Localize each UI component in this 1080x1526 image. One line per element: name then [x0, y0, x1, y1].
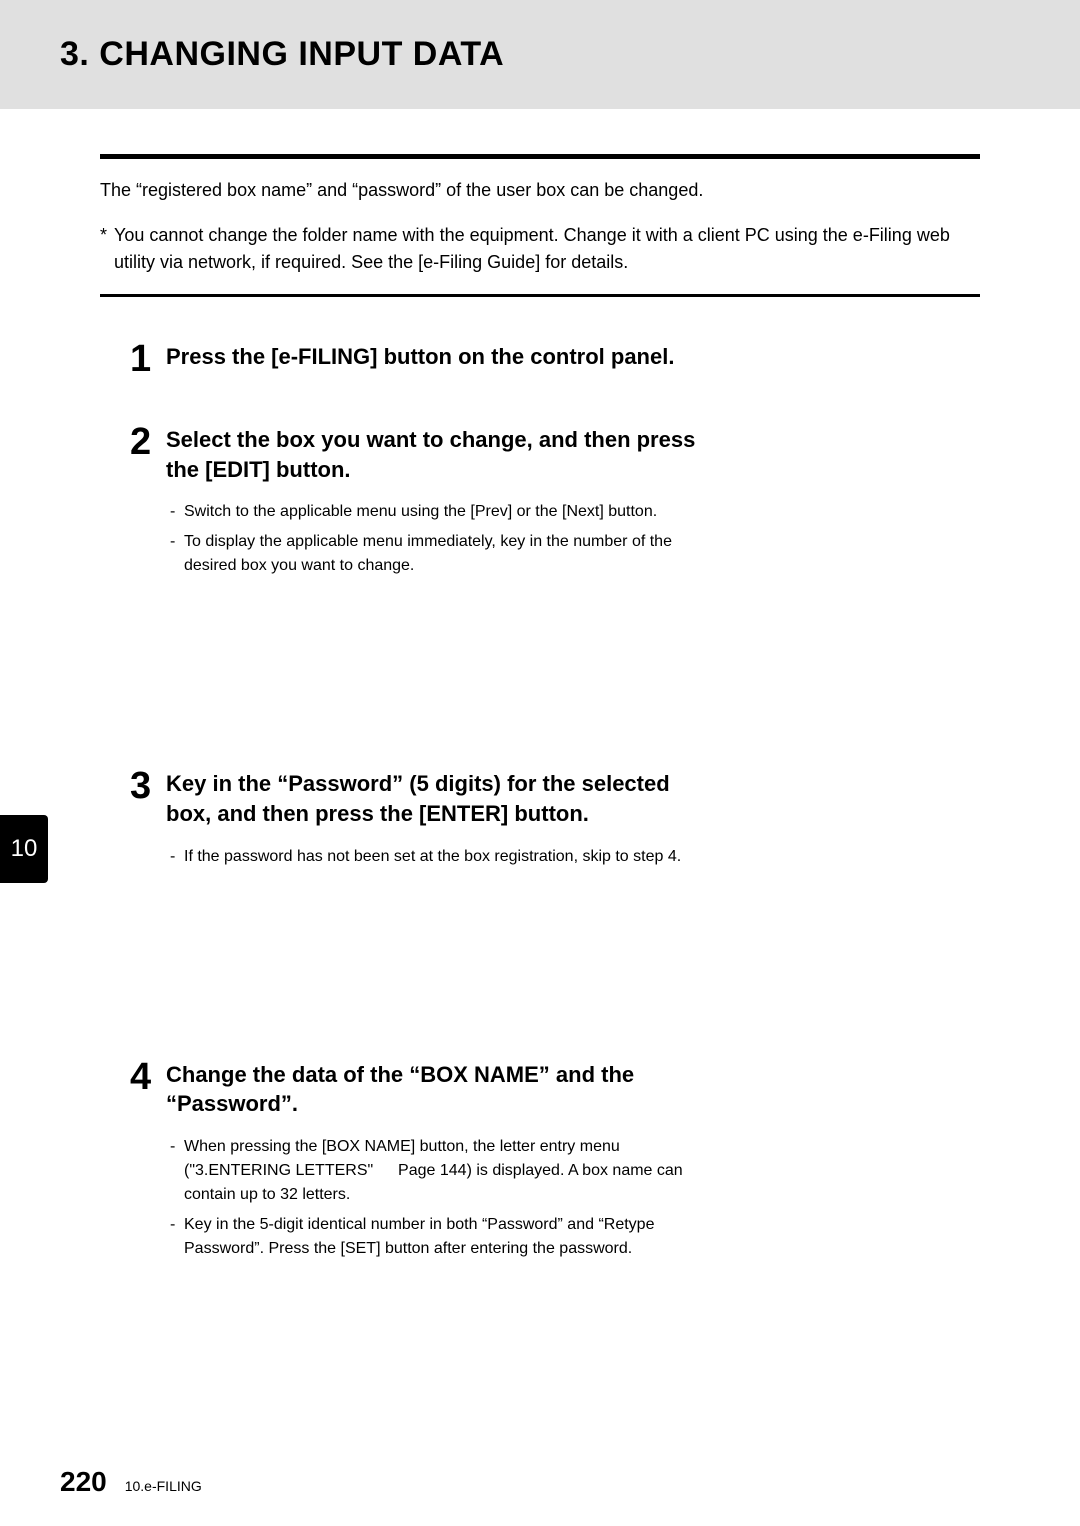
step-title-2: Select the box you want to change, and t… — [166, 425, 706, 484]
note-asterisk: * — [100, 222, 114, 276]
list-item-text: To display the applicable menu immediate… — [184, 530, 706, 578]
step-4-sublist: - When pressing the [BOX NAME] button, t… — [166, 1135, 706, 1261]
list-item-text: When pressing the [BOX NAME] button, the… — [184, 1135, 706, 1207]
page-header: 3. CHANGING INPUT DATA — [0, 0, 1080, 109]
step-1: 1 Press the [e-FILING] button on the con… — [130, 342, 980, 378]
step-4: 4 Change the data of the “BOX NAME” and … — [130, 1060, 980, 1267]
step-body-2: Select the box you want to change, and t… — [166, 425, 706, 584]
step-number-1: 1 — [130, 340, 166, 378]
step-body-3: Key in the “Password” (5 digits) for the… — [166, 769, 706, 874]
list-item: - When pressing the [BOX NAME] button, t… — [170, 1135, 706, 1207]
step-2: 2 Select the box you want to change, and… — [130, 425, 980, 584]
step-title-1: Press the [e-FILING] button on the contr… — [166, 342, 706, 372]
gap — [130, 890, 980, 1060]
gap — [130, 393, 980, 425]
step-body-1: Press the [e-FILING] button on the contr… — [166, 342, 706, 372]
page-footer: 220 10.e-FILING — [60, 1466, 202, 1498]
steps-container: 1 Press the [e-FILING] button on the con… — [100, 342, 980, 1267]
list-item: - Switch to the applicable menu using th… — [170, 500, 706, 524]
page-title: 3. CHANGING INPUT DATA — [60, 35, 1020, 74]
list-item-text: Switch to the applicable menu using the … — [184, 500, 706, 524]
divider-thick — [100, 154, 980, 159]
list-item-text: If the password has not been set at the … — [184, 845, 706, 869]
content-area: The “registered box name” and “password”… — [0, 154, 1080, 1267]
step-body-4: Change the data of the “BOX NAME” and th… — [166, 1060, 706, 1267]
chapter-tab: 10 — [0, 815, 48, 883]
dash-icon: - — [170, 500, 184, 524]
step-title-4: Change the data of the “BOX NAME” and th… — [166, 1060, 706, 1119]
dash-icon: - — [170, 845, 184, 869]
dash-icon: - — [170, 1135, 184, 1207]
note-row: * You cannot change the folder name with… — [100, 222, 980, 276]
divider-thin — [100, 294, 980, 297]
list-item: - If the password has not been set at th… — [170, 845, 706, 869]
list-item: - To display the applicable menu immedia… — [170, 530, 706, 578]
step-3: 3 Key in the “Password” (5 digits) for t… — [130, 769, 980, 874]
step-number-2: 2 — [130, 423, 166, 461]
page-number: 220 — [60, 1466, 107, 1498]
step-3-sublist: - If the password has not been set at th… — [166, 845, 706, 869]
step-number-3: 3 — [130, 767, 166, 805]
dash-icon: - — [170, 530, 184, 578]
note-text: You cannot change the folder name with t… — [114, 222, 980, 276]
footer-label: 10.e-FILING — [125, 1478, 202, 1494]
list-item: - Key in the 5-digit identical number in… — [170, 1213, 706, 1261]
step-number-4: 4 — [130, 1058, 166, 1096]
step-2-sublist: - Switch to the applicable menu using th… — [166, 500, 706, 578]
intro-paragraph: The “registered box name” and “password”… — [100, 177, 980, 204]
gap — [130, 599, 980, 769]
dash-icon: - — [170, 1213, 184, 1261]
list-item-text: Key in the 5-digit identical number in b… — [184, 1213, 706, 1261]
step-title-3: Key in the “Password” (5 digits) for the… — [166, 769, 706, 828]
